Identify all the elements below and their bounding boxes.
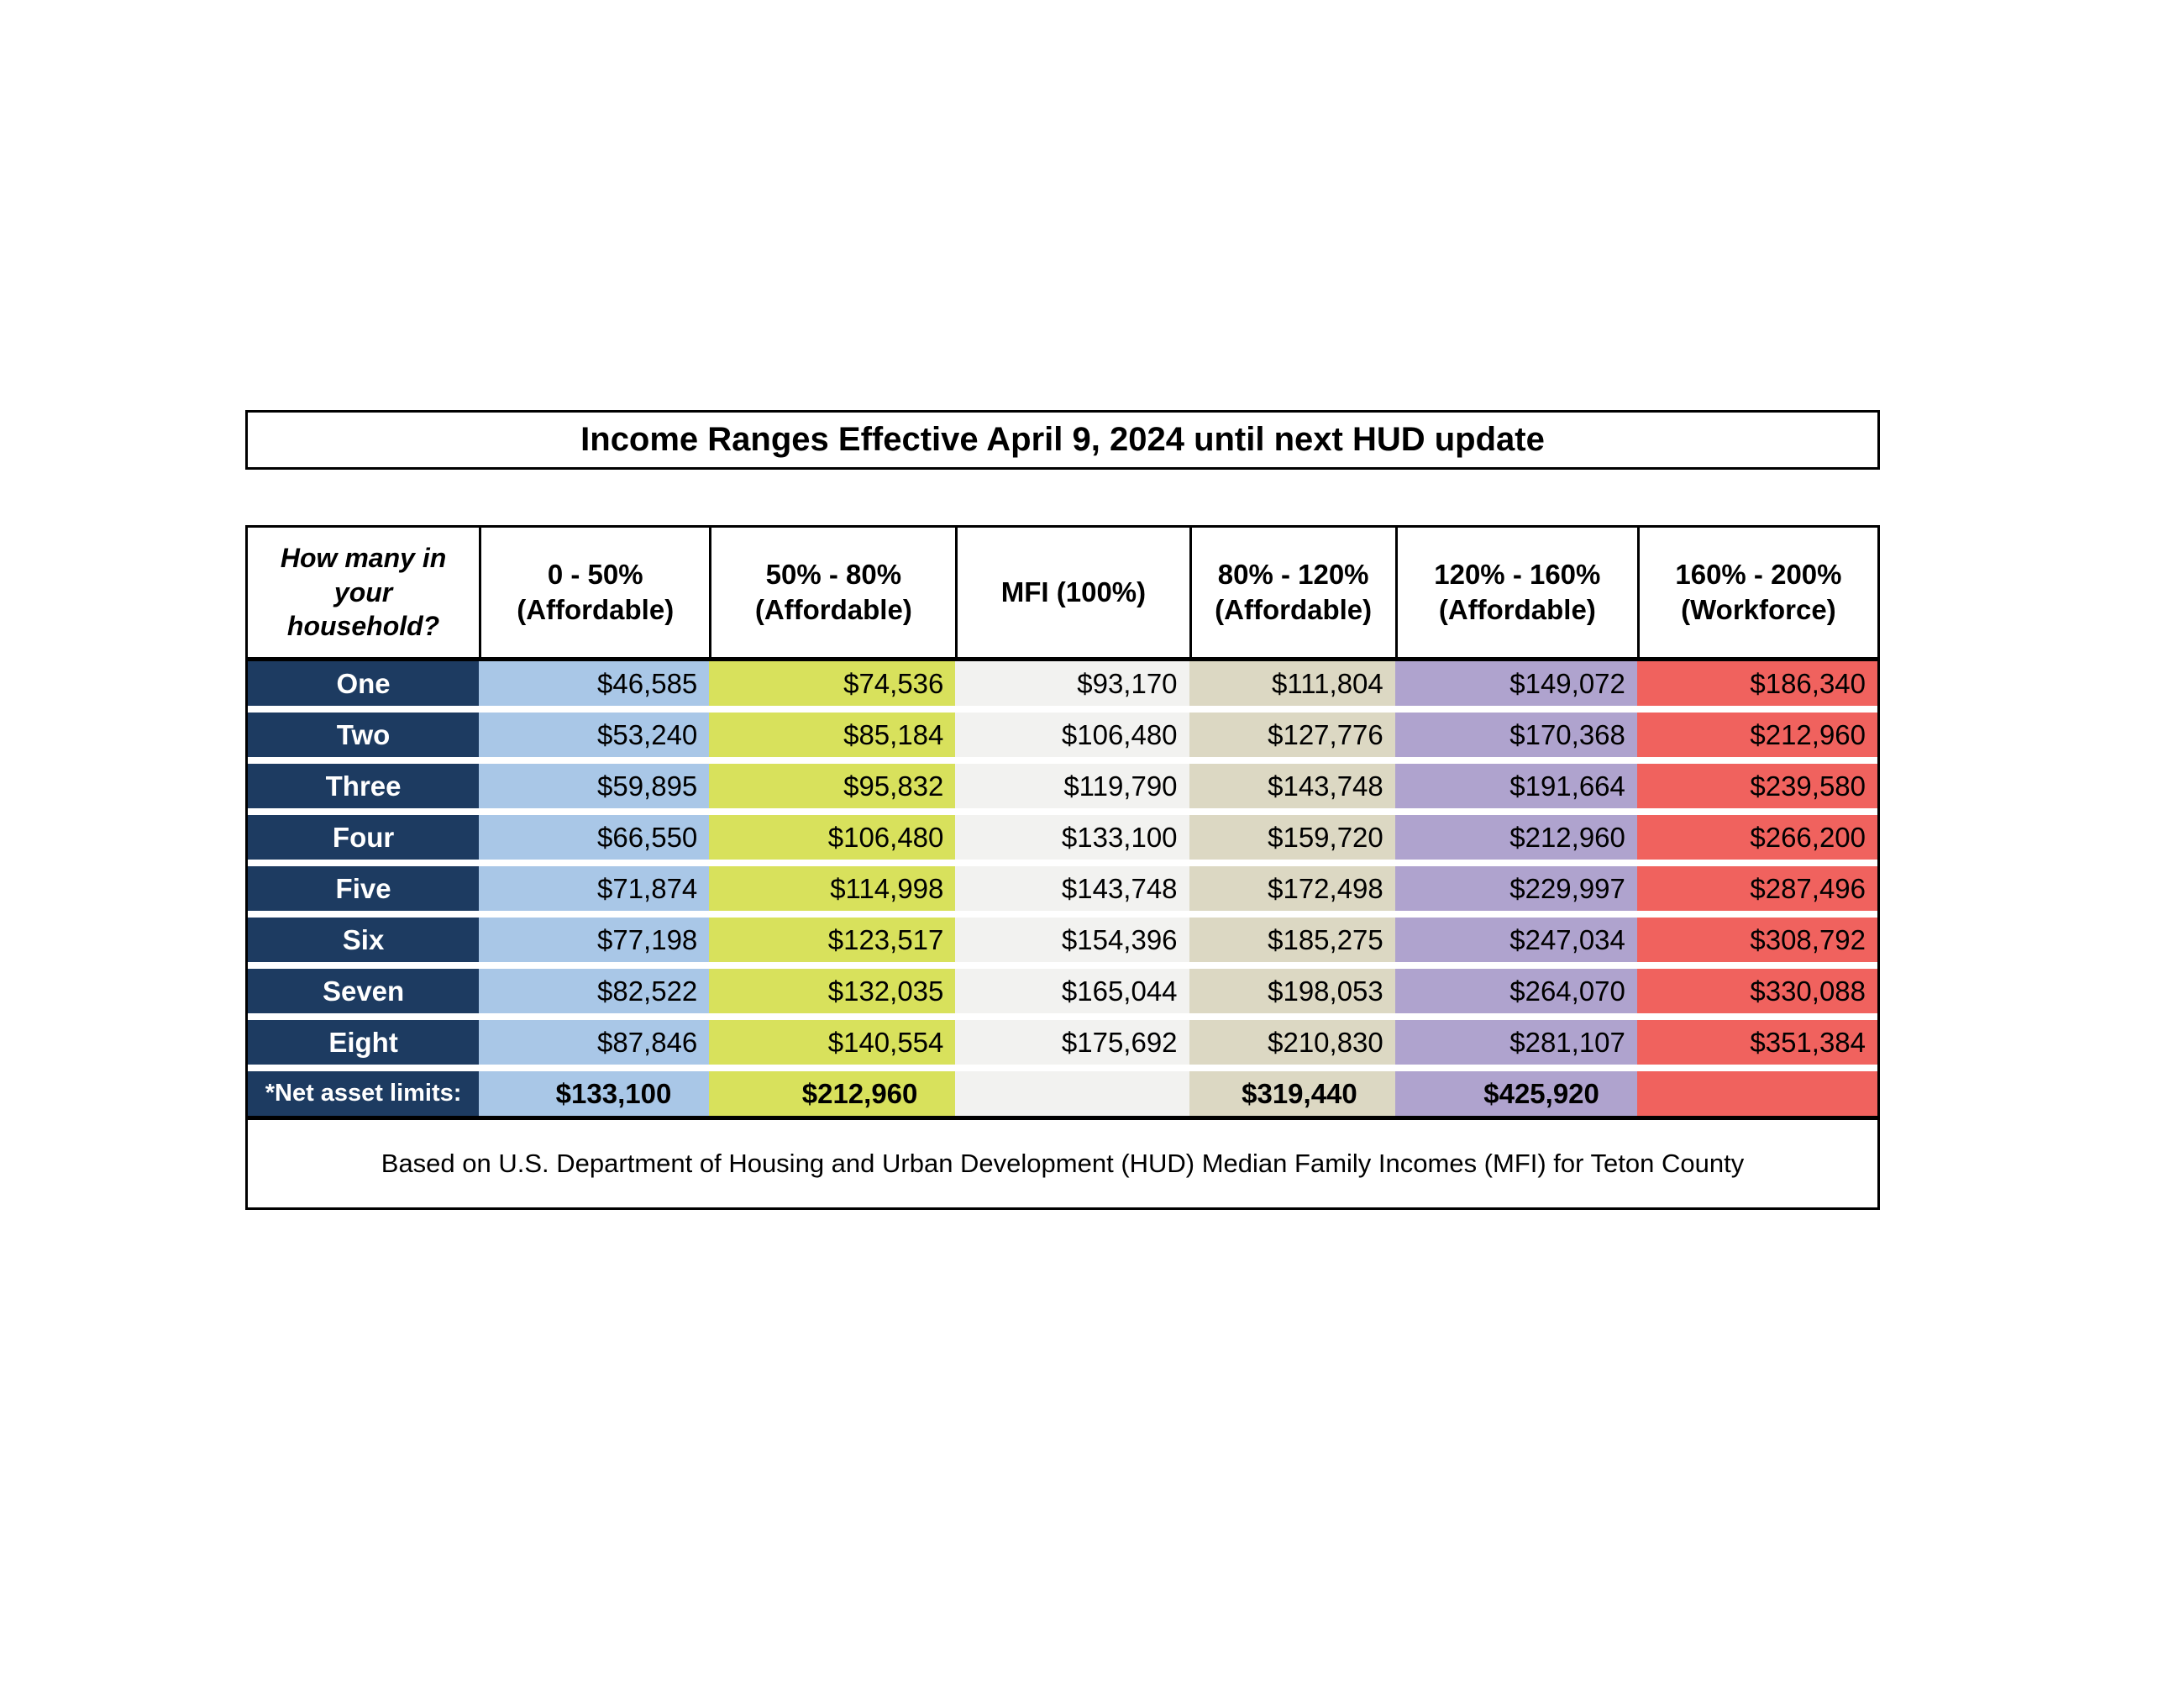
- income-cell: $185,275: [1189, 918, 1395, 962]
- income-cell: $212,960: [1394, 815, 1637, 860]
- row-label: Seven: [248, 969, 480, 1013]
- column-header-0-50: 0 - 50% (Affordable): [479, 528, 710, 657]
- column-header-line1: 0 - 50%: [547, 558, 643, 590]
- column-header-line1: MFI (100%): [1000, 576, 1147, 607]
- income-cell: $95,832: [709, 764, 956, 808]
- column-header-mfi: MFI (100%): [955, 528, 1189, 657]
- income-table: How many in your household? 0 - 50% (Aff…: [245, 525, 1880, 1210]
- row-label: One: [248, 661, 480, 706]
- column-header-line1: 50% - 80%: [765, 558, 902, 590]
- income-cell: $247,034: [1394, 918, 1637, 962]
- income-cell: $186,340: [1636, 661, 1877, 706]
- income-cell: $106,480: [955, 713, 1189, 757]
- income-cell: $159,720: [1189, 815, 1395, 860]
- table-row: One $46,585 $74,536 $93,170 $111,804 $149,072…: [248, 661, 1877, 706]
- income-cell: $229,997: [1394, 866, 1637, 911]
- table-body: One $46,585 $74,536 $93,170 $111,804 $149,072…: [248, 661, 1877, 1120]
- income-cell: $212,960: [1636, 713, 1877, 757]
- footnote-area: Based on U.S. Department of Housing and …: [248, 1120, 1877, 1207]
- net-asset-limits-row: *Net asset limits: $133,100 $212,960 $319,4…: [248, 1071, 1877, 1116]
- income-cell: $212,960: [709, 1071, 956, 1116]
- income-cell: $132,035: [709, 969, 956, 1013]
- income-cell: $82,522: [479, 969, 710, 1013]
- income-cell: $330,088: [1636, 969, 1877, 1013]
- row-label: Four: [248, 815, 480, 860]
- income-cell: $133,100: [955, 815, 1189, 860]
- income-cell: $210,830: [1189, 1020, 1395, 1065]
- column-header-80-120: 80% - 120% (Affordable): [1189, 528, 1395, 657]
- row-label: Five: [248, 866, 480, 911]
- income-cell: [1636, 1071, 1877, 1116]
- column-header-line2: (Affordable): [1438, 594, 1596, 625]
- table-row: Four $66,550 $106,480 $133,100 $159,720 $212,…: [248, 815, 1877, 860]
- income-cell: $154,396: [955, 918, 1189, 962]
- income-cell: $143,748: [955, 866, 1189, 911]
- income-cell: $106,480: [709, 815, 956, 860]
- row-label: Three: [248, 764, 480, 808]
- table-row: Three $59,895 $95,832 $119,790 $143,748 $191,…: [248, 764, 1877, 808]
- income-cell: $239,580: [1636, 764, 1877, 808]
- income-cell: $143,748: [1189, 764, 1395, 808]
- income-cell: $308,792: [1636, 918, 1877, 962]
- table-row: Six $77,198 $123,517 $154,396 $185,275 $247,0…: [248, 918, 1877, 962]
- income-cell: $319,440: [1189, 1071, 1395, 1116]
- income-cell: $114,998: [709, 866, 956, 911]
- income-cell: $281,107: [1394, 1020, 1637, 1065]
- income-cell: $93,170: [955, 661, 1189, 706]
- income-cell: $77,198: [479, 918, 710, 962]
- row-label: Six: [248, 918, 480, 962]
- table-row: Eight $87,846 $140,554 $175,692 $210,830 $281…: [248, 1020, 1877, 1065]
- income-cell: $46,585: [479, 661, 710, 706]
- table-row: Seven $82,522 $132,035 $165,044 $198,053 $264…: [248, 969, 1877, 1013]
- column-header-line1: 120% - 160%: [1434, 558, 1601, 590]
- column-header-line2: (Workforce): [1681, 594, 1836, 625]
- column-header-line1: 80% - 120%: [1217, 558, 1369, 590]
- income-cell: $140,554: [709, 1020, 956, 1065]
- column-header-160-200: 160% - 200% (Workforce): [1636, 528, 1877, 657]
- income-cell: [955, 1071, 1189, 1116]
- income-cell: $85,184: [709, 713, 956, 757]
- column-header-120-160: 120% - 160% (Affordable): [1394, 528, 1637, 657]
- income-cell: $351,384: [1636, 1020, 1877, 1065]
- income-cell: $264,070: [1394, 969, 1637, 1013]
- row-label: *Net asset limits:: [248, 1071, 480, 1116]
- income-cell: $53,240: [479, 713, 710, 757]
- income-cell: $170,368: [1394, 713, 1637, 757]
- income-cell: $191,664: [1394, 764, 1637, 808]
- income-cell: $133,100: [479, 1071, 710, 1116]
- title-box: Income Ranges Effective April 9, 2024 un…: [245, 410, 1880, 470]
- income-cell: $119,790: [955, 764, 1189, 808]
- income-cell: $111,804: [1189, 661, 1395, 706]
- income-cell: $123,517: [709, 918, 956, 962]
- income-cell: $71,874: [479, 866, 710, 911]
- column-header-line2: (Affordable): [1215, 594, 1373, 625]
- income-cell: $87,846: [479, 1020, 710, 1065]
- income-cell: $425,920: [1394, 1071, 1637, 1116]
- column-header-line2: (Affordable): [754, 594, 912, 625]
- income-cell: $149,072: [1394, 661, 1637, 706]
- column-header-household: How many in your household?: [248, 528, 480, 657]
- income-cell: $172,498: [1189, 866, 1395, 911]
- row-label: Two: [248, 713, 480, 757]
- income-cell: $175,692: [955, 1020, 1189, 1065]
- income-cell: $74,536: [709, 661, 956, 706]
- income-cell: $165,044: [955, 969, 1189, 1013]
- column-header-line2: (Affordable): [517, 594, 675, 625]
- column-header-50-80: 50% - 80% (Affordable): [709, 528, 956, 657]
- column-header-line1: 160% - 200%: [1675, 558, 1842, 590]
- income-cell: $287,496: [1636, 866, 1877, 911]
- income-cell: $127,776: [1189, 713, 1395, 757]
- table-row: Two $53,240 $85,184 $106,480 $127,776 $170,36…: [248, 713, 1877, 757]
- table-header-row: How many in your household? 0 - 50% (Aff…: [248, 528, 1877, 661]
- income-cell: $198,053: [1189, 969, 1395, 1013]
- table-row: Five $71,874 $114,998 $143,748 $172,498 $229,…: [248, 866, 1877, 911]
- page-title: Income Ranges Effective April 9, 2024 un…: [580, 421, 1545, 458]
- income-cell: $66,550: [479, 815, 710, 860]
- income-cell: $266,200: [1636, 815, 1877, 860]
- income-cell: $59,895: [479, 764, 710, 808]
- table-footnote: Based on U.S. Department of Housing and …: [381, 1149, 1745, 1178]
- row-label: Eight: [248, 1020, 480, 1065]
